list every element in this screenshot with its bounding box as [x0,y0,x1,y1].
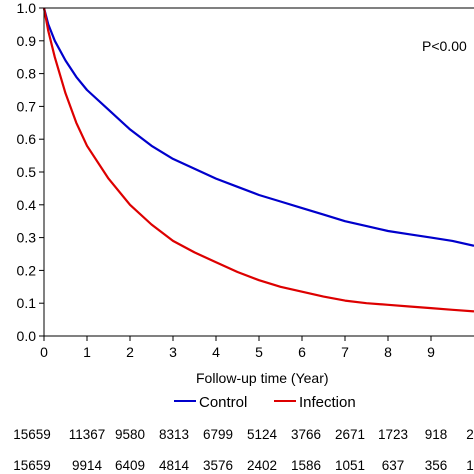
risk-table-cell: 15659 [13,458,51,473]
y-tick-label: 0.3 [17,230,37,246]
risk-table-cell: 1 [466,458,474,473]
y-tick-label: 0.7 [17,98,37,114]
x-tick-label: 5 [255,344,263,360]
x-tick-label: 3 [169,344,177,360]
risk-table-cell: 11367 [69,427,106,442]
risk-table-cell: 9914 [72,458,103,473]
risk-table-cell: 1723 [378,427,408,442]
risk-table-cell: 1051 [335,458,365,473]
x-tick-label: 2 [126,344,134,360]
risk-table-cell: 5124 [247,427,278,442]
y-tick-label: 0.6 [17,131,37,147]
risk-table-cell: 356 [425,458,448,473]
x-tick-label: 0 [40,344,48,360]
series-line-infection [42,7,474,313]
risk-table-cell: 6409 [115,458,145,473]
y-tick-label: 0.0 [17,328,37,344]
risk-table-cell: 4814 [159,458,190,473]
x-tick-label: 4 [212,344,220,360]
series-line-control [42,7,474,247]
y-tick-label: 0.4 [17,197,37,213]
y-tick-label: 0.8 [17,66,37,82]
risk-table-cell: 3766 [291,427,321,442]
risk-table-cell: 2 [466,427,474,442]
number-at-risk-table: 15659 11367 9580 8313 6799 5124 3766 2671 1723 91… [13,427,474,473]
risk-table-cell: 9580 [115,427,145,442]
risk-table-cell: 637 [382,458,405,473]
y-tick-label: 0.9 [17,33,37,49]
risk-table-cell: 2402 [247,458,277,473]
y-tick-label: 0.1 [17,295,37,311]
legend-label-infection: Infection [299,394,356,411]
y-tick-label: 0.5 [17,164,37,180]
x-tick-label: 6 [298,344,306,360]
y-tick-labels: 0.0 0.1 0.2 0.3 0.4 0.5 0.6 0.7 0.8 0.9 1.0 [17,0,37,344]
x-tick-labels: 0 1 2 3 4 5 6 7 8 9 [40,344,435,360]
x-tick-label: 7 [341,344,349,360]
risk-table-cell: 2671 [335,427,365,442]
risk-table-cell: 15659 [13,427,51,442]
y-tick-label: 1.0 [17,0,37,16]
legend: Control Infection [174,394,356,411]
axis-ticks-group [39,7,432,341]
x-tick-label: 1 [83,344,91,360]
survival-curves [42,7,474,313]
x-axis-label: Follow-up time (Year) [196,370,329,386]
risk-table-cell: 918 [425,427,448,442]
risk-table-cell: 3576 [203,458,233,473]
y-tick-label: 0.2 [17,262,37,278]
x-tick-label: 9 [427,344,435,360]
risk-table-cell: 6799 [203,427,233,442]
p-value-annotation: P<0.00 [422,38,467,54]
x-tick-label: 8 [384,344,392,360]
legend-label-control: Control [199,394,247,411]
risk-table-cell: 8313 [159,427,189,442]
risk-table-cell: 1586 [291,458,321,473]
